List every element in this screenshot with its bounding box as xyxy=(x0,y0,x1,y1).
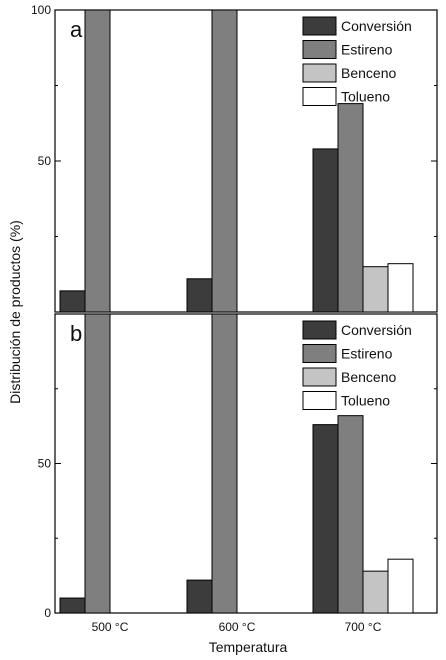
panel-b-bar-conversión-1 xyxy=(186,579,213,614)
panel-b-legend-label: Tolueno xyxy=(341,393,390,409)
panel-a-bar-conversión-1 xyxy=(186,278,213,313)
panel-b-bar-estireno-1 xyxy=(211,313,238,614)
panel-b-legend-label: Estireno xyxy=(341,346,393,362)
panel-a-legend-swatch xyxy=(302,63,337,83)
panel-a-legend-label: Estireno xyxy=(341,42,393,58)
panel-b-y-tick-label: 50 xyxy=(38,457,52,471)
panel-a-bar-benceno-2 xyxy=(362,266,389,313)
panel-b-bar-conversión-2 xyxy=(312,424,339,614)
panel-b-bar-estireno-0 xyxy=(84,313,111,614)
panel-a-bar-estireno-1 xyxy=(211,9,238,313)
y-axis-title: Distribución de productos (%) xyxy=(7,220,23,404)
panel-a-legend-swatch xyxy=(302,40,337,59)
panel-b-legend-swatch xyxy=(302,320,337,340)
panel-a-bar-conversión-2 xyxy=(312,148,339,313)
x-tick-label: 500 °C xyxy=(92,620,129,634)
panel-b-letter: b xyxy=(70,321,82,346)
panel-b-bar-conversión-0 xyxy=(59,597,86,614)
panel-a-bar-tolueno-2 xyxy=(387,263,414,313)
panel-a-legend-swatch xyxy=(302,16,337,36)
panel-b-legend-swatch xyxy=(302,391,337,410)
panel-a-letter: a xyxy=(70,17,83,42)
panel-b-legend-swatch xyxy=(302,344,337,363)
panel-a-bar-conversión-0 xyxy=(59,290,86,313)
panel-a-bar-estireno-2 xyxy=(337,103,364,313)
panel-b-legend-label: Benceno xyxy=(341,369,396,385)
plot-area: 50 100 a Conversión Estireno Benceno Tolueno 0 5… xyxy=(31,3,438,634)
panel-a-y-tick-label: 50 xyxy=(38,154,52,168)
panel-a-legend-label: Benceno xyxy=(341,65,396,81)
panel-a-bar-estireno-0 xyxy=(84,9,111,313)
panel-a-y-tick-label: 100 xyxy=(31,3,51,17)
panel-a-legend-swatch xyxy=(302,87,337,106)
panel-b-y-tick-label: 0 xyxy=(44,606,51,620)
x-axis-title: Temperatura xyxy=(209,639,288,655)
panel-b-legend-label: Conversión xyxy=(341,322,412,338)
panel-b-bar-estireno-2 xyxy=(337,415,364,614)
x-tick-label: 600 °C xyxy=(219,620,256,634)
panel-a-legend-label: Tolueno xyxy=(341,89,390,105)
panel-b-bar-benceno-2 xyxy=(362,570,389,614)
panel-a-legend-label: Conversión xyxy=(341,18,412,34)
panel-b-legend-swatch xyxy=(302,367,337,387)
x-tick-label: 700 °C xyxy=(345,620,382,634)
panel-b-bar-tolueno-2 xyxy=(387,558,414,614)
